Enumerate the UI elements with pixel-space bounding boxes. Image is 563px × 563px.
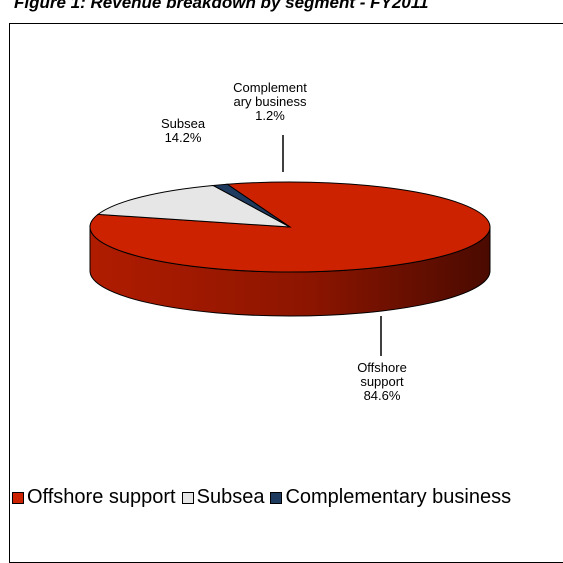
pie-chart: Offshore support 84.6% Subsea 14.2% Complemen… — [89, 80, 491, 403]
legend-swatch-complementary-business — [270, 491, 283, 504]
legend-swatch-offshore-support — [12, 491, 24, 504]
legend-item-offshore-support: Offshore support — [12, 486, 176, 509]
legend-label-complementary-business: Complementary business — [285, 486, 512, 508]
chart-title: Figure 1: Revenue breakdown by segment -… — [14, 0, 429, 12]
pie-slice-complementary-business — [211, 183, 291, 228]
data-label-subsea: Subsea 14.2% — [161, 116, 206, 145]
legend-item-subsea: Subsea — [181, 486, 265, 509]
data-label-complementary-business: Complement ary business 1.2% — [233, 80, 307, 123]
legend-item-complementary-business: Complementary business — [270, 486, 511, 509]
legend-swatch-subsea — [181, 491, 194, 504]
data-label-offshore-support: Offshore support 84.6% — [357, 360, 407, 403]
legend-label-offshore-support: Offshore support — [27, 486, 176, 508]
pie-slice-subsea — [96, 184, 291, 228]
chart-legend: Offshore support Subsea Complementary bu… — [12, 486, 517, 509]
legend-label-subsea: Subsea — [196, 486, 265, 508]
